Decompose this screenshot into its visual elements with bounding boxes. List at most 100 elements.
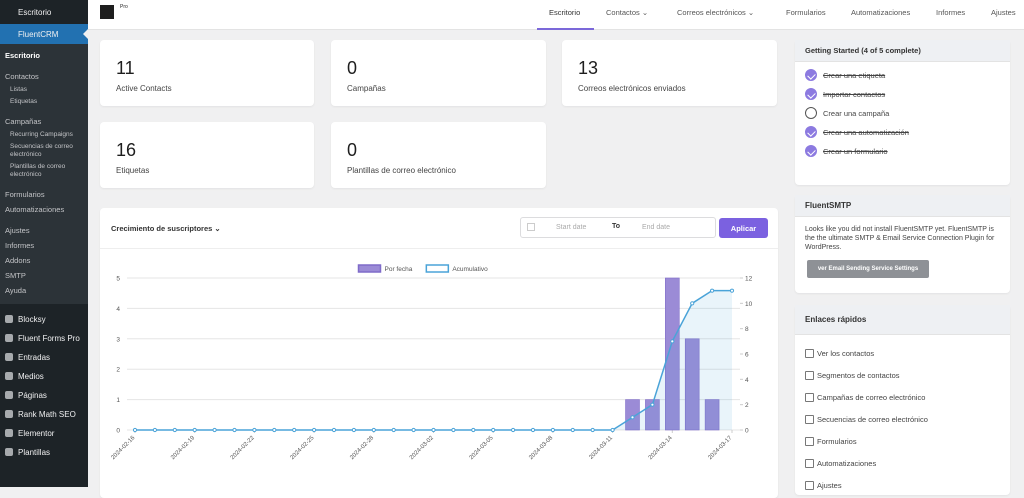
y2-tick-label: 10 [745,301,753,308]
menu-item[interactable]: Medios [0,367,88,386]
smtp-button[interactable]: ver Email Sending Service Settings [807,260,929,278]
line-point [371,427,376,433]
calendar-icon [527,223,535,231]
box-title: FluentSMTP [795,195,1010,217]
x-tick-label: 2024-03-08 [528,435,554,461]
checklist-item[interactable]: Importar contactos [795,85,1010,104]
nav-item[interactable]: Automatizaciones [851,8,911,17]
line-point [232,427,237,433]
quick-link[interactable]: Ver los contactos [795,343,1010,365]
submenu-item[interactable]: Listas [10,86,27,93]
x-tick-label: 2024-02-19 [170,435,196,461]
nav-item[interactable]: Ajustes [991,8,1016,17]
line-point [132,427,138,433]
nav-item[interactable]: Correos electrónicos ⌄ [677,8,755,17]
stat-card: 13 Correos electrónicos enviados [562,40,777,106]
checklist-item[interactable]: Crear una automatización [795,123,1010,142]
y2-tick-label: 0 [745,428,749,435]
apply-button[interactable]: Aplicar [719,218,768,238]
submenu-item[interactable]: Plantillas de correo electrónico [10,163,66,178]
chart-title[interactable]: Crecimiento de suscriptores ⌄ [111,224,221,233]
page: Escritorio FluentCRM Escritorio Contactos… [0,0,1024,487]
box-title: Enlaces rápidos [795,305,1010,335]
submenu-item[interactable]: Etiquetas [10,98,38,105]
line-point [630,415,635,420]
menu-item[interactable]: Fluent Forms Pro [0,329,88,348]
line-point [570,427,575,433]
line-point [212,427,217,433]
menu-item[interactable]: Páginas [0,386,88,405]
quick-link[interactable]: Segmentos de contactos [795,365,1010,387]
y2-tick-label: 12 [745,276,753,283]
logo-text: Pro [120,4,128,10]
line-point [550,427,555,433]
stat-value: 11 [116,58,135,78]
menu-item[interactable]: Campañas [5,117,42,126]
box-title: Getting Started (4 of 5 complete) [795,40,1010,62]
nav-item[interactable]: Escritorio [537,0,595,30]
line-point [590,427,595,433]
menu-bottom: Blocksy Fluent Forms Pro Entradas Medios Pág… [0,304,88,468]
menu-item[interactable]: SMTP [5,271,26,280]
checklist-item[interactable]: Crear una etiqueta [795,66,1010,85]
line-point [192,427,197,433]
stat-card: 0 Campañas [331,40,546,106]
nav-item[interactable]: Informes [936,8,966,17]
menu-item[interactable]: Entradas [0,348,88,367]
quick-link[interactable]: Campañas de correo electrónico [795,387,1010,409]
quick-link[interactable]: Secuencias de correo electrónico [795,409,1010,431]
check-icon [805,69,817,81]
menu-item[interactable]: Ajustes [5,226,30,235]
bar [704,399,720,431]
topbar: Pro Escritorio Contactos ⌄ Correos elect… [88,0,1024,30]
line-point [172,427,177,433]
submenu-item[interactable]: Secuencias de correo electrónico [10,143,73,158]
menu-item[interactable]: Ayuda [5,286,27,295]
menu-item[interactable]: Escritorio [18,8,52,17]
link-list: Ver los contactos Segmentos de contactos C… [795,335,1010,497]
date-range[interactable]: Start date To End date [520,217,716,238]
menu-item[interactable]: Rank Math SEO [0,405,88,424]
quick-link[interactable]: Ajustes [795,475,1010,497]
y-tick-label: 1 [116,397,120,404]
x-tick-label: 2024-03-14 [648,435,674,461]
y-tick-label: 0 [116,428,120,435]
menu-item[interactable]: Formularios [5,190,45,199]
x-tick-label: 2024-03-05 [469,435,495,461]
checklist: Crear una etiqueta Importar contactos Crea… [795,62,1010,161]
checklist-label: Crear una campaña [823,109,890,118]
checklist-label: Crear una etiqueta [823,71,886,80]
x-tick-label: 2024-02-25 [290,435,316,461]
quick-link[interactable]: Formularios [795,431,1010,453]
nav-text: Correos electrónicos [677,8,746,17]
y2-tick-label: 4 [745,377,749,384]
chart-title-text: Crecimiento de suscriptores [111,224,213,233]
line-point [152,427,158,433]
menu-item[interactable]: Elementor [0,424,88,443]
start-date: Start date [556,224,587,231]
checklist-item[interactable]: Crear una campaña [795,104,1010,123]
line-point [530,427,536,433]
line-area [135,290,732,430]
checklist-label: Crear un formulario [823,147,888,156]
logo [100,5,114,19]
menu-item-active[interactable]: FluentCRM [0,24,88,44]
menu-item[interactable]: Informes [5,241,35,250]
legend-label: Acumulativo [452,266,488,273]
stat-value: 16 [116,140,137,160]
x-tick-label: 2024-02-28 [349,435,375,461]
menu-item[interactable]: Plantillas [0,443,88,462]
nav-item[interactable]: Contactos ⌄ [606,8,649,17]
menu-item[interactable]: Blocksy [0,310,88,329]
line-point [331,427,337,433]
menu-item[interactable]: Escritorio [5,51,41,60]
menu-item[interactable]: Contactos [5,72,39,81]
submenu-item[interactable]: Recurring Campaigns [10,131,73,138]
checklist-item[interactable]: Crear un formulario [795,142,1010,161]
quick-link[interactable]: Automatizaciones [795,453,1010,475]
nav-item[interactable]: Formularios [786,8,826,17]
x-tick-label: 2024-02-16 [110,435,136,461]
menu-item[interactable]: Automatizaciones [5,205,65,214]
menu-item[interactable]: Addons [5,256,31,265]
